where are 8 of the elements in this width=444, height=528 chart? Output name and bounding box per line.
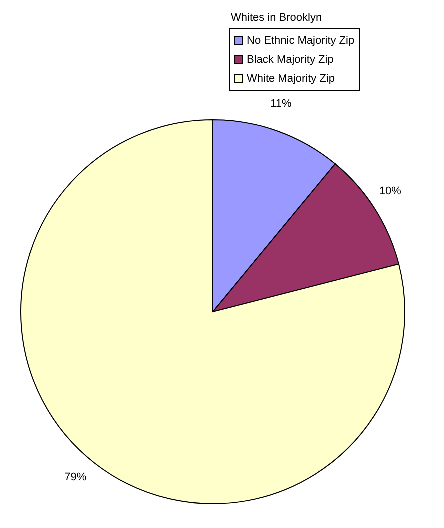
data-label: 79% [64, 472, 87, 484]
legend-label: No Ethnic Majority Zip [247, 34, 355, 46]
data-label: 11% [270, 98, 292, 110]
legend-title: Whites in Brooklyn [231, 12, 324, 24]
legend-label: Black Majority Zip [247, 54, 334, 66]
legend-label: White Majority Zip [247, 72, 336, 84]
data-label: 10% [379, 185, 402, 198]
pie-slice [20, 120, 406, 504]
